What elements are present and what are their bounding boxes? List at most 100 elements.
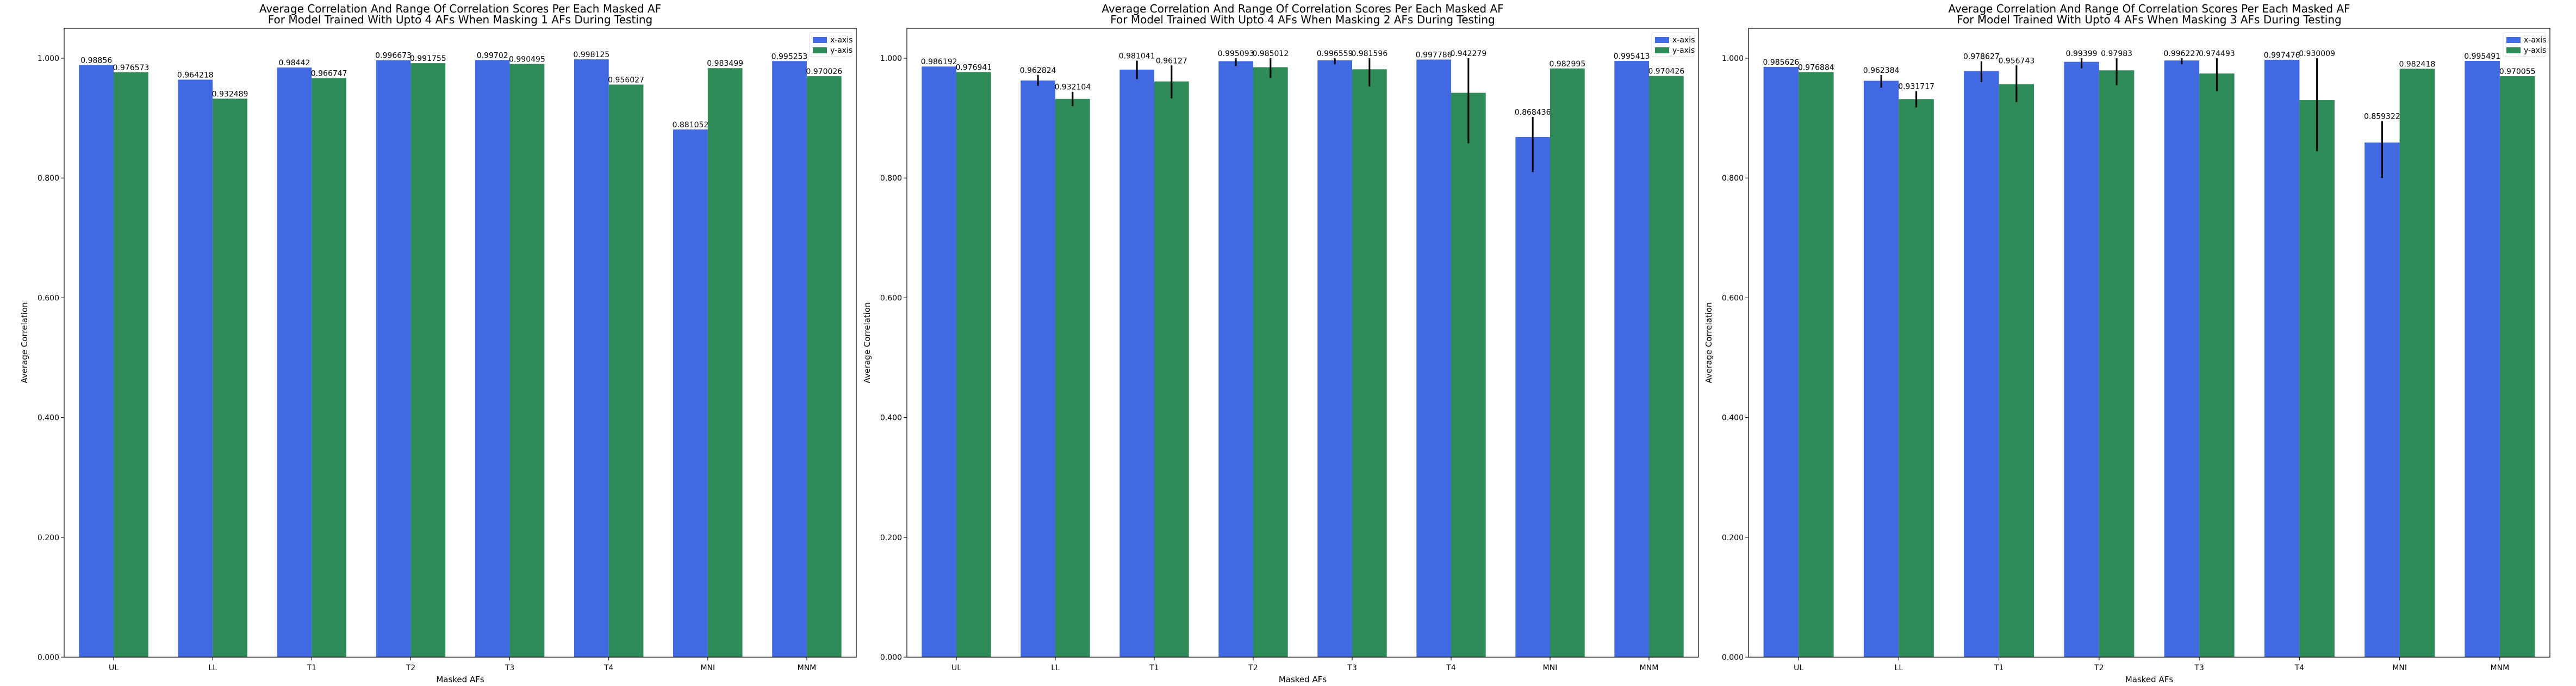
data-label-x-axis-UL: 0.98856 [80, 57, 112, 65]
data-label-x-axis-MNM: 0.995491 [2464, 52, 2500, 61]
plot-frame [64, 28, 857, 658]
legend-label-x-axis: x-axis [830, 36, 853, 45]
bar-x-axis-MNI [2365, 142, 2400, 658]
x-tick-label-MNI: MNI [2392, 664, 2407, 672]
data-label-y-axis-T1: 0.966747 [311, 70, 347, 78]
x-tick-label-T3: T3 [2194, 664, 2204, 672]
x-tick-label-T1: T1 [1994, 664, 2003, 672]
bar-y-axis-UL [956, 72, 991, 658]
x-tick-label-MNM: MNM [2491, 664, 2510, 672]
legend-label-x-axis: x-axis [1672, 36, 1695, 45]
x-tick-label-T1: T1 [1149, 664, 1159, 672]
chart-title: Average Correlation And Range Of Correla… [1102, 2, 1503, 15]
data-label-x-axis-T1: 0.978627 [1963, 53, 2000, 61]
bar-x-axis-UL [79, 65, 114, 657]
bar-x-axis-T1 [1964, 71, 1999, 658]
data-label-x-axis-UL: 0.985626 [1763, 58, 1799, 67]
bar-y-axis-MNM [1649, 76, 1684, 657]
bar-x-axis-UL [1763, 66, 1799, 658]
bar-x-axis-MNI [673, 129, 708, 657]
data-label-y-axis-T3: 0.981596 [1351, 50, 1387, 58]
data-label-x-axis-UL: 0.986192 [921, 58, 957, 66]
data-label-y-axis-MNM: 0.970055 [2499, 67, 2536, 76]
bar-y-axis-T3 [2199, 73, 2235, 657]
legend-swatch-y-axis [2506, 47, 2521, 53]
bar-y-axis-T4 [608, 84, 644, 657]
bar-x-axis-T2 [2064, 61, 2099, 658]
bar-y-axis-T2 [2099, 70, 2135, 658]
bar-x-axis-T4 [2264, 59, 2300, 658]
x-tick-label-MNI: MNI [700, 664, 715, 672]
data-label-x-axis-LL: 0.964218 [177, 71, 214, 79]
data-label-y-axis-UL: 0.976941 [955, 63, 992, 72]
data-label-y-axis-T1: 0.96127 [1156, 57, 1187, 65]
x-tick-label-LL: LL [1895, 664, 1903, 672]
chart-title: For Model Trained With Upto 4 AFs When M… [1957, 13, 2341, 26]
data-label-y-axis-MNM: 0.970426 [1648, 67, 1684, 76]
data-label-y-axis-T2: 0.985012 [1252, 50, 1289, 58]
y-tick-label: 0.800 [38, 174, 59, 183]
data-label-x-axis-T2: 0.995093 [1218, 50, 1254, 58]
legend-swatch-x-axis [2506, 37, 2521, 43]
y-tick-label: 0.800 [880, 174, 902, 183]
x-tick-label-T2: T2 [2094, 664, 2104, 672]
bar-y-axis-MNI [1550, 68, 1585, 658]
data-label-y-axis-MNI: 0.982418 [2399, 60, 2435, 69]
legend-label-y-axis: y-axis [2524, 46, 2546, 55]
y-tick-label: 1.000 [38, 54, 59, 63]
data-label-y-axis-UL: 0.976573 [113, 64, 150, 72]
bar-y-axis-T1 [1154, 81, 1189, 657]
data-label-y-axis-MNI: 0.982995 [1549, 60, 1585, 69]
bar-x-axis-LL [178, 79, 213, 657]
data-label-y-axis-T2: 0.991755 [410, 54, 446, 63]
bar-y-axis-LL [213, 98, 247, 657]
bar-x-axis-LL [1021, 80, 1055, 658]
bar-x-axis-T3 [2164, 60, 2200, 657]
chart-panel-3: Average Correlation And Range Of Correla… [1704, 2, 2550, 684]
data-label-x-axis-MNI: 0.859322 [2364, 113, 2400, 121]
data-label-x-axis-T3: 0.996227 [2163, 50, 2200, 58]
x-tick-label-T2: T2 [1248, 664, 1258, 672]
x-tick-label-T3: T3 [505, 664, 514, 672]
y-tick-label: 1.000 [1722, 54, 1744, 63]
bar-y-axis-T1 [312, 78, 347, 657]
y-axis-label: Average Correlation [20, 302, 29, 383]
x-tick-label-T3: T3 [1347, 664, 1357, 672]
x-axis-label: Masked AFs [2125, 675, 2174, 684]
bar-x-axis-MNM [1614, 61, 1649, 658]
legend-label-x-axis: x-axis [2524, 36, 2546, 45]
x-axis-label: Masked AFs [1279, 675, 1327, 684]
data-label-x-axis-MNI: 0.881052 [673, 121, 709, 129]
bar-y-axis-T2 [410, 63, 446, 657]
data-label-y-axis-LL: 0.932104 [1054, 83, 1091, 92]
data-label-y-axis-MNM: 0.970026 [806, 67, 842, 76]
data-label-y-axis-T4: 0.930009 [2299, 50, 2335, 58]
x-tick-label-UL: UL [109, 664, 119, 672]
bar-y-axis-MNI [707, 68, 743, 657]
bar-y-axis-T1 [1999, 84, 2034, 657]
bar-y-axis-T2 [1253, 67, 1288, 657]
y-tick-label: 0.000 [38, 653, 59, 662]
bar-y-axis-MNI [2399, 69, 2435, 658]
legend-label-y-axis: y-axis [830, 46, 853, 55]
bar-y-axis-T4 [1451, 92, 1486, 657]
x-tick-label-UL: UL [951, 664, 961, 672]
bar-x-axis-MNI [1515, 137, 1550, 657]
data-label-x-axis-LL: 0.962824 [1020, 66, 1056, 75]
bar-x-axis-T3 [475, 60, 510, 657]
y-tick-label: 0.400 [1722, 414, 1744, 423]
data-label-y-axis-LL: 0.931717 [1898, 83, 1934, 91]
bar-y-axis-T3 [509, 64, 545, 657]
data-label-x-axis-T2: 0.99399 [2066, 50, 2098, 58]
bar-x-axis-T2 [376, 60, 411, 658]
y-tick-label: 0.600 [880, 294, 902, 302]
y-tick-label: 0.400 [880, 414, 902, 423]
data-label-x-axis-T2: 0.996673 [375, 52, 412, 60]
legend-swatch-x-axis [813, 37, 827, 43]
bar-y-axis-T3 [1352, 69, 1387, 657]
data-label-x-axis-T4: 0.997786 [1416, 51, 1452, 59]
bar-x-axis-T3 [1317, 60, 1352, 658]
plot-frame [1748, 28, 2550, 658]
